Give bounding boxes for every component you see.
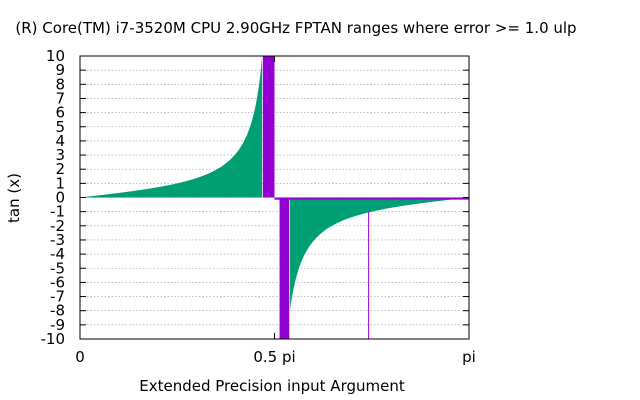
y-tick-label: 4 [55, 132, 65, 150]
tan-area-segment [290, 197, 469, 310]
y-tick-label: -7 [50, 288, 65, 306]
y-tick-label: 0 [55, 189, 65, 207]
y-tick-label: -5 [50, 259, 65, 277]
x-tick-label: pi [462, 348, 476, 366]
y-tick-label: -10 [41, 330, 66, 348]
plot-area [80, 56, 469, 339]
y-tick-label: -3 [50, 231, 65, 249]
y-tick-label: 10 [46, 47, 65, 65]
tan-area-segment [80, 57, 263, 198]
y-tick-label: -8 [50, 302, 65, 320]
y-tick-label: -4 [50, 245, 65, 263]
y-tick-label: -1 [50, 203, 65, 221]
y-axis-label: tan (x) [5, 173, 23, 223]
y-tick-label: 5 [55, 118, 65, 136]
y-tick-label: 1 [55, 174, 65, 192]
y-tick-label: 3 [55, 146, 65, 164]
y-tick-label: 6 [55, 104, 65, 122]
y-tick-label: -9 [50, 316, 65, 334]
y-tick-label: 7 [55, 89, 65, 107]
error-band [274, 197, 469, 200]
error-band [279, 197, 290, 339]
chart-title: (R) Core(TM) i7-3520M CPU 2.90GHz FPTAN … [15, 19, 576, 37]
x-axis: 0 0.5 pi pi [75, 56, 476, 366]
x-tick-label: 0 [75, 348, 85, 366]
error-band [262, 56, 275, 198]
x-tick-label: 0.5 pi [253, 348, 295, 366]
y-tick-label: 9 [55, 61, 65, 79]
y-tick-label: -6 [50, 273, 65, 291]
y-tick-label: -2 [50, 217, 65, 235]
x-axis-label: Extended Precision input Argument [139, 377, 405, 395]
y-tick-label: 2 [55, 160, 65, 178]
y-tick-label: 8 [55, 75, 65, 93]
